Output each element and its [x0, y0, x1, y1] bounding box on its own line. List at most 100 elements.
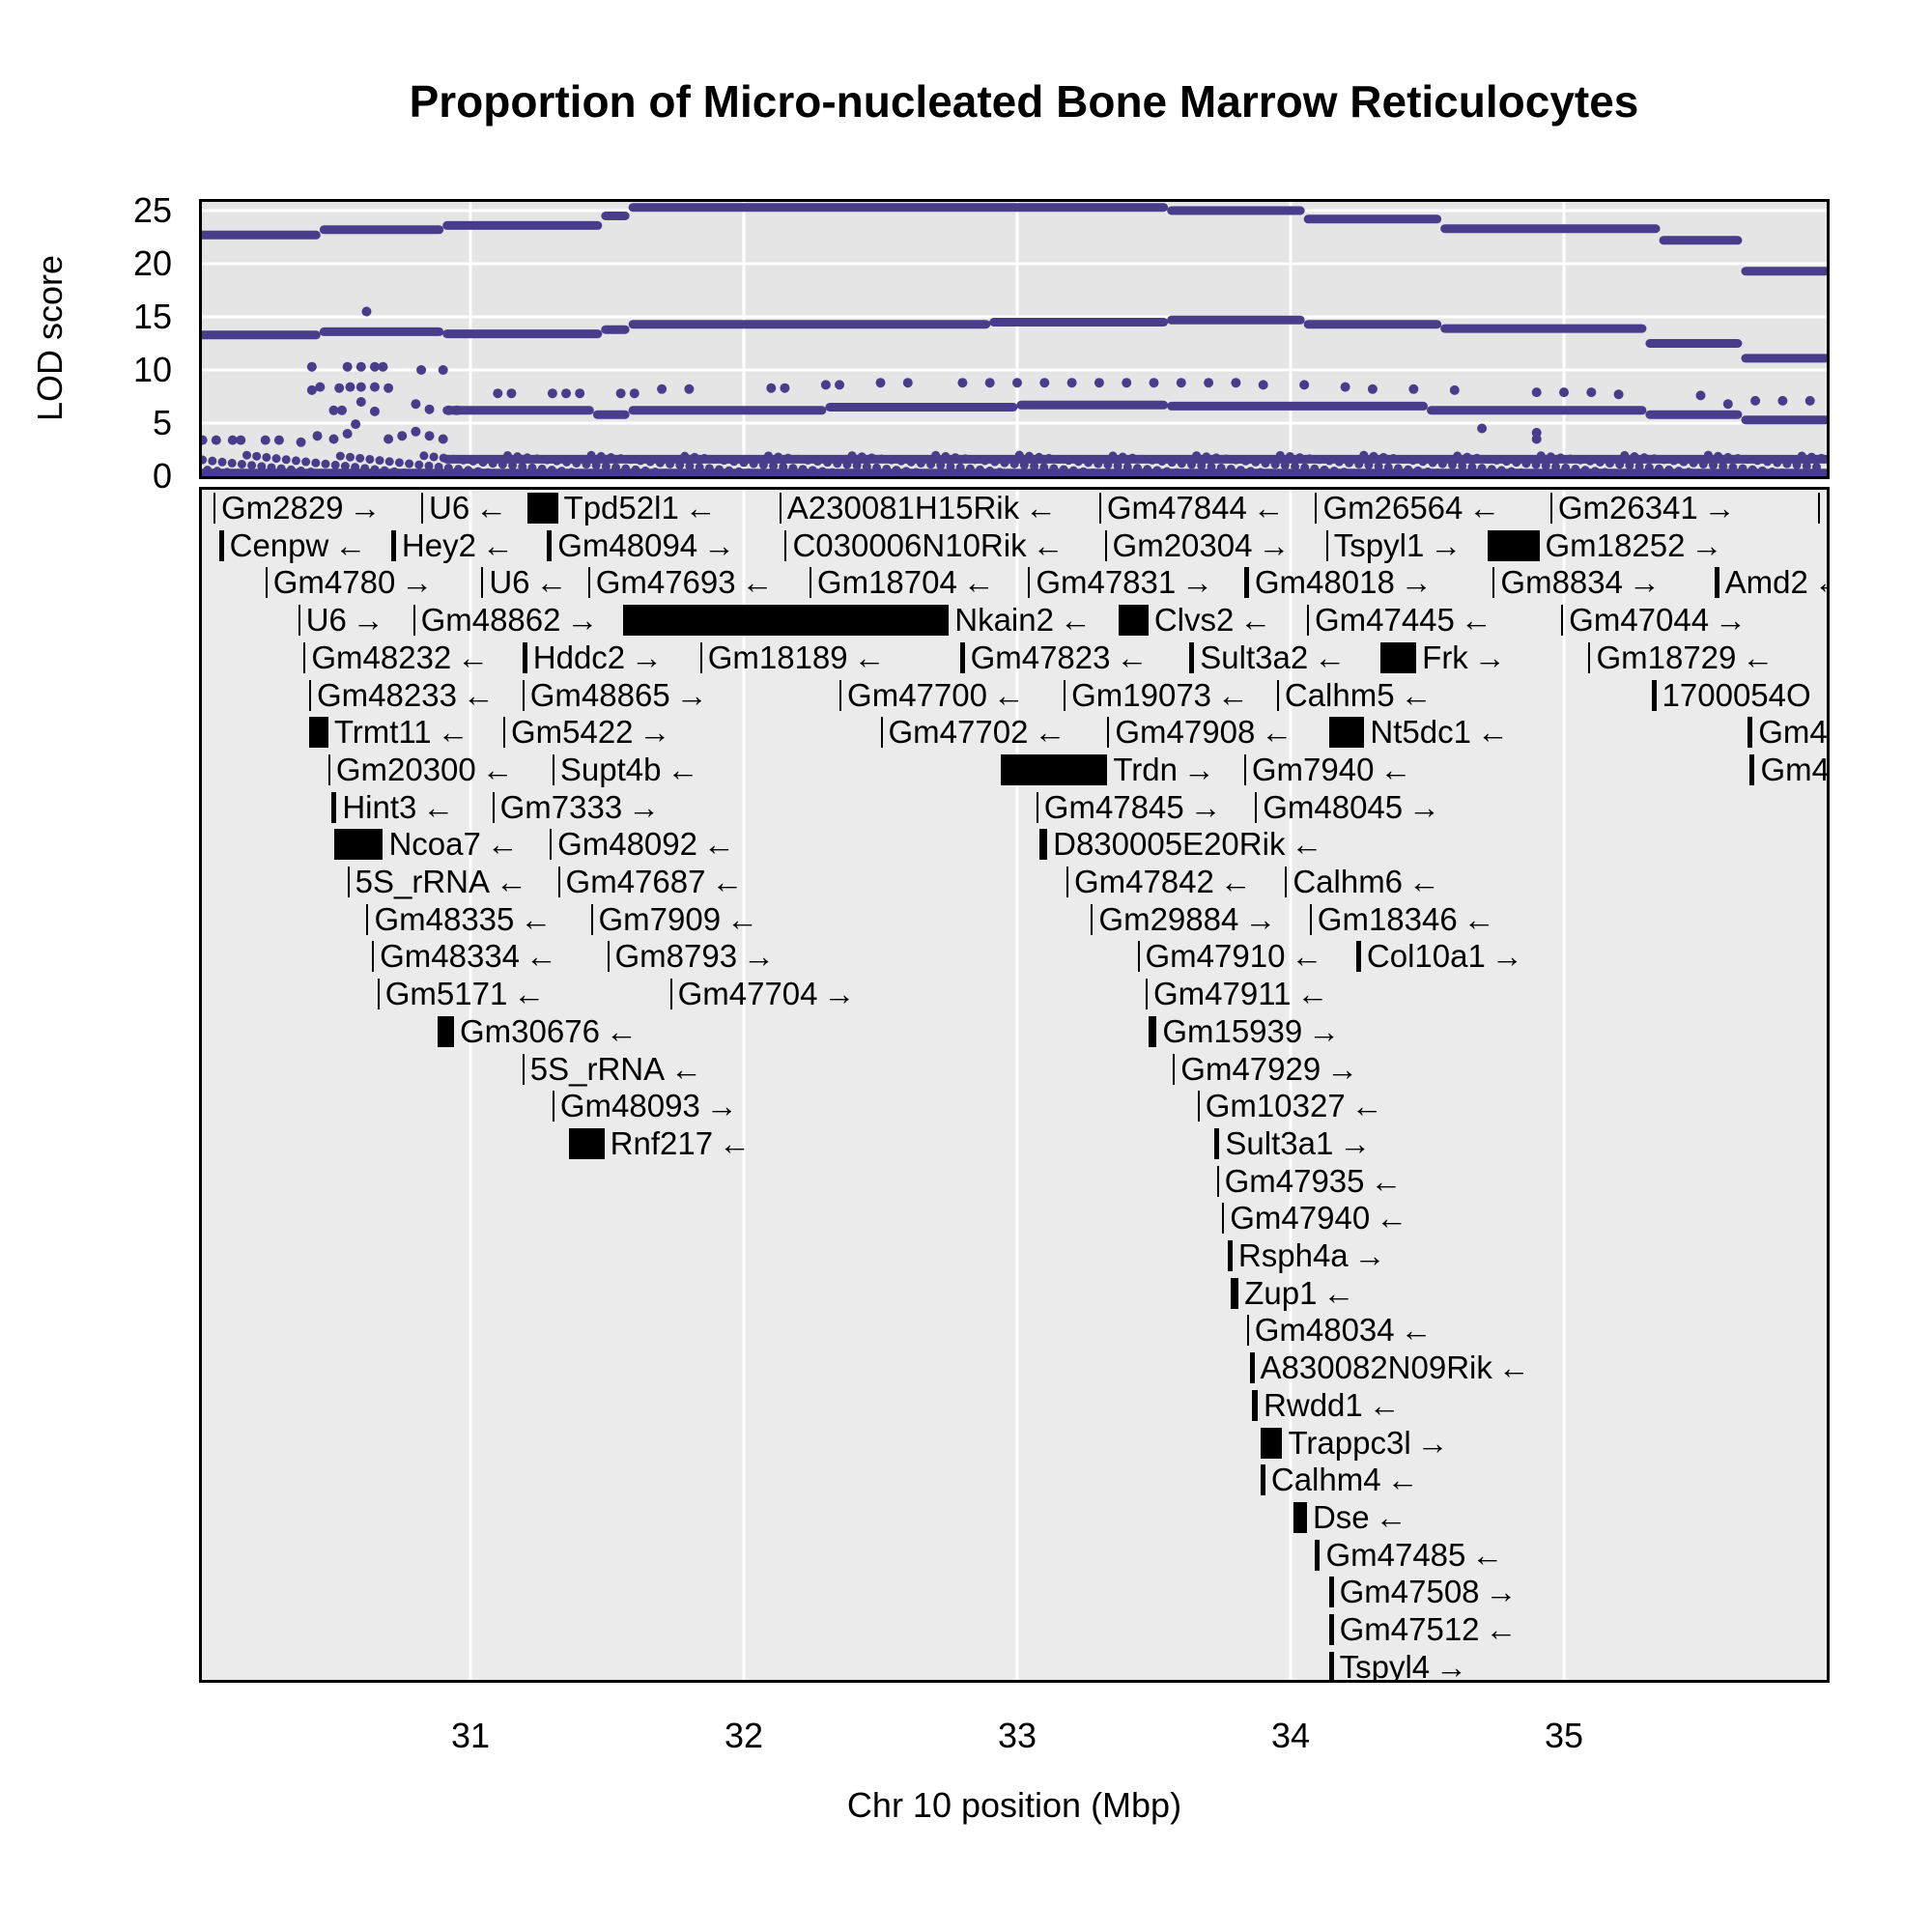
lod-point	[384, 383, 394, 393]
gene-label: Gm18189	[707, 639, 848, 675]
gene-annotation: Rnf217 ←	[568, 1124, 752, 1161]
reverse-strand-arrow-icon: ←	[513, 976, 546, 1012]
gene-annotation: Dse ←	[1293, 1498, 1407, 1535]
reverse-strand-arrow-icon: ←	[1217, 676, 1250, 713]
lod-point	[227, 435, 238, 445]
gene-label: Gm26341	[1557, 490, 1698, 526]
gene-label: 5S_rRNA	[355, 864, 491, 899]
gene-annotation: Gm47823 ←	[959, 640, 1149, 674]
reverse-strand-arrow-icon: ←	[496, 864, 528, 899]
gene-label: Gm48018	[1254, 564, 1395, 601]
gene-label: Hint3	[342, 788, 417, 825]
gene-label: Ncoa7	[388, 826, 481, 863]
reverse-strand-arrow-icon: ←	[437, 714, 469, 751]
reverse-strand-arrow-icon: ←	[684, 490, 717, 526]
x-tick-label: 32	[724, 1716, 764, 1755]
gene-extent-bar	[1137, 941, 1140, 973]
lod-point	[657, 384, 668, 394]
lod-point	[306, 361, 317, 372]
gene-extent-bar	[1243, 753, 1246, 785]
gene-label: Gm7333	[499, 788, 623, 825]
gene-annotation: Gm48232 ←	[303, 640, 489, 674]
y-tick-label: 10	[132, 350, 172, 389]
gene-annotation: Trdn →	[1001, 753, 1215, 786]
gene-label: Gm15939	[1162, 1012, 1303, 1049]
gene-extent-bar	[959, 641, 965, 673]
gene-annotation: Gm7333 →	[492, 788, 660, 825]
forward-strand-arrow-icon: →	[1703, 490, 1736, 526]
y-tick-label: 5	[152, 403, 172, 442]
gene-annotation: Gm18189 ←	[699, 639, 886, 675]
gene-extent-bar	[1309, 903, 1312, 935]
lod-point	[369, 382, 380, 392]
gene-label: Gm47911	[1153, 976, 1292, 1012]
gene-label: U6	[489, 564, 530, 601]
gene-label: Dse	[1312, 1498, 1370, 1535]
lod-point	[336, 405, 347, 415]
gene-label: Tpd52l1	[563, 490, 679, 526]
lod-point	[1477, 423, 1488, 434]
gene-label: Zup1	[1244, 1274, 1318, 1311]
gene-annotation: Gm18729 ←	[1588, 640, 1774, 674]
lod-point	[411, 426, 421, 437]
gene-extent-bar	[1118, 605, 1149, 637]
reverse-strand-arrow-icon: ←	[1032, 526, 1065, 563]
gene-annotation: Gm47940 ←	[1222, 1202, 1407, 1235]
gene-extent-bar	[333, 829, 384, 861]
lod-point	[1408, 384, 1419, 394]
lod-point	[345, 382, 355, 392]
reverse-strand-arrow-icon: ←	[1400, 676, 1433, 713]
gene-extent-bar	[1104, 529, 1107, 561]
gene-extent-bar	[587, 567, 590, 599]
lod-point	[1258, 380, 1268, 390]
forward-strand-arrow-icon: →	[1690, 526, 1723, 563]
lod-point	[328, 405, 339, 415]
lod-point	[984, 378, 995, 388]
gene-extent-bar	[1561, 605, 1564, 637]
lod-point	[361, 306, 372, 317]
lod-point	[397, 431, 408, 441]
gene-annotation: Gm18252 →	[1487, 526, 1723, 563]
gene-extent-bar	[502, 717, 505, 749]
gene-extent-bar	[1714, 567, 1719, 599]
gene-extent-bar	[1380, 641, 1417, 673]
lod-point	[424, 404, 435, 414]
gene-extent-bar	[547, 529, 553, 561]
gene-label: C030006N10Rik	[792, 526, 1027, 563]
reverse-strand-arrow-icon: ←	[520, 900, 553, 937]
gene-label: A230081H15Rik	[786, 490, 1020, 526]
gene-label: Frk	[1422, 639, 1468, 675]
x-tick-label: 31	[450, 1716, 491, 1755]
forward-strand-arrow-icon: →	[631, 639, 664, 675]
gene-annotation: Gm47702 ←	[880, 716, 1065, 749]
gene-annotation: Gm48233 ←	[309, 678, 495, 712]
reverse-strand-arrow-icon: ←	[719, 1124, 752, 1161]
gene-label: Rsph4a	[1237, 1237, 1349, 1273]
gene-extent-bar	[1749, 753, 1755, 785]
gene-extent-bar	[1230, 1277, 1239, 1309]
gene-extent-bar	[1091, 903, 1094, 935]
gene-annotation: Gm8793 →	[607, 940, 775, 973]
gene-label: Gm18252	[1545, 526, 1686, 563]
gene-annotation: U6 ←	[481, 564, 568, 601]
chart-title: Proportion of Micro-nucleated Bone Marro…	[409, 76, 1639, 127]
reverse-strand-arrow-icon: ←	[1379, 751, 1412, 787]
reverse-strand-arrow-icon: ←	[1025, 490, 1058, 526]
gene-annotation: Gm48094 →	[547, 528, 735, 562]
gene-annotation: Gm10327 ←	[1197, 1090, 1383, 1122]
gene-extent-bar	[1249, 1352, 1255, 1384]
lod-point	[957, 378, 968, 388]
gene-annotation: Gm47844 ←	[1098, 490, 1285, 526]
reverse-strand-arrow-icon: ←	[1252, 490, 1285, 526]
gene-label: Gm47704	[677, 976, 818, 1012]
gene-annotation: C030006N10Rik ←	[784, 526, 1065, 563]
lod-point	[1750, 395, 1761, 406]
lod-point	[780, 383, 790, 393]
lod-point	[443, 405, 454, 415]
gene-annotation: Calhm6 ←	[1285, 866, 1440, 898]
reverse-strand-arrow-icon: ←	[1476, 714, 1509, 751]
gene-extent-bar	[880, 717, 883, 749]
gene-annotation: Nkain2 ←	[623, 604, 1092, 637]
reverse-strand-arrow-icon: ←	[334, 526, 367, 563]
gene-label: Gm48045	[1263, 788, 1404, 825]
